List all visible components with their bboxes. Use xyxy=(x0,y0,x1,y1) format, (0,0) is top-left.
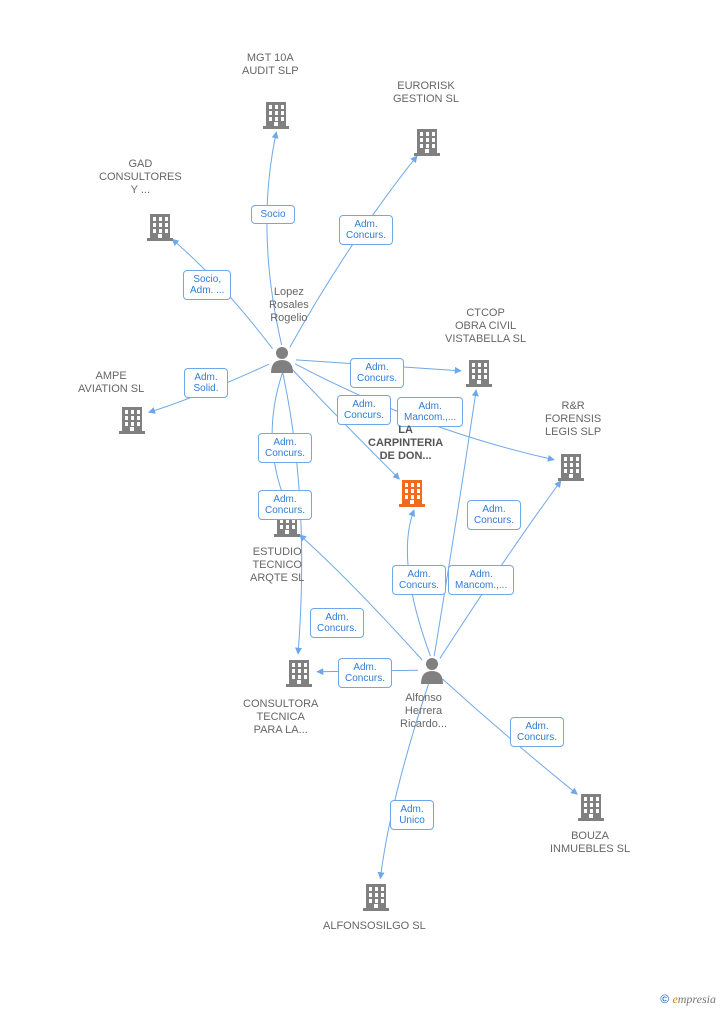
node-label: AMPE AVIATION SL xyxy=(78,370,144,396)
building-icon[interactable] xyxy=(363,884,389,911)
edge-label: Socio xyxy=(251,205,295,224)
building-icon[interactable] xyxy=(119,407,145,434)
person-icon[interactable] xyxy=(421,658,443,684)
node-label-container: ALFONSOSILGO SL xyxy=(323,920,426,933)
edge-line xyxy=(290,156,417,347)
node-label-container: CTCOP OBRA CIVIL VISTABELLA SL xyxy=(445,307,526,346)
person-icon[interactable] xyxy=(271,347,293,373)
edge-label: Adm. Concurs. xyxy=(510,717,564,747)
node-label-container: CONSULTORA TECNICA PARA LA... xyxy=(243,698,318,737)
edge-label: Adm. Concurs. xyxy=(350,358,404,388)
node-label: LA CARPINTERIA DE DON... xyxy=(368,424,443,463)
edge-label: Adm. Concurs. xyxy=(258,490,312,520)
node-label: ALFONSOSILGO SL xyxy=(323,920,426,933)
edge-line xyxy=(300,535,423,660)
edge-label: Adm. Concurs. xyxy=(392,565,446,595)
building-icon[interactable] xyxy=(147,214,173,241)
edge-label: Adm. Concurs. xyxy=(339,215,393,245)
node-label: GAD CONSULTORES Y ... xyxy=(99,158,182,197)
building-icon[interactable] xyxy=(286,660,312,687)
edge-label: Socio, Adm. ... xyxy=(183,270,231,300)
footer-branding: © empresia xyxy=(660,992,716,1007)
node-label-container: AMPE AVIATION SL xyxy=(78,370,144,396)
copyright-symbol: © xyxy=(660,992,669,1006)
node-label-container: BOUZA INMUEBLES SL xyxy=(550,830,630,856)
node-label-container: GAD CONSULTORES Y ... xyxy=(99,158,182,197)
building-icon[interactable] xyxy=(414,129,440,156)
building-icon[interactable] xyxy=(558,454,584,481)
node-label-container: MGT 10A AUDIT SLP xyxy=(242,52,299,78)
edge-label: Adm. Concurs. xyxy=(310,608,364,638)
node-label-container: ESTUDIO TECNICO ARQTE SL xyxy=(250,546,304,585)
node-label: MGT 10A AUDIT SLP xyxy=(242,52,299,78)
edge-label: Adm. Concurs. xyxy=(467,500,521,530)
edge-label: Adm. Solid. xyxy=(184,368,228,398)
edge-label: Adm. Unico xyxy=(390,800,434,830)
node-label-container: R&R FORENSIS LEGIS SLP xyxy=(545,400,601,439)
node-label: BOUZA INMUEBLES SL xyxy=(550,830,630,856)
building-icon[interactable] xyxy=(466,360,492,387)
node-label: CTCOP OBRA CIVIL VISTABELLA SL xyxy=(445,307,526,346)
node-label-container: LA CARPINTERIA DE DON... xyxy=(368,424,443,463)
node-label-container: Lopez Rosales Rogelio xyxy=(269,286,309,325)
node-label: ESTUDIO TECNICO ARQTE SL xyxy=(250,546,304,585)
node-label: R&R FORENSIS LEGIS SLP xyxy=(545,400,601,439)
building-icon[interactable] xyxy=(578,794,604,821)
building-icon[interactable] xyxy=(399,480,425,507)
node-label: EURORISK GESTION SL xyxy=(393,80,459,106)
node-label: Lopez Rosales Rogelio xyxy=(269,286,309,325)
node-label-container: Alfonso Herrera Ricardo... xyxy=(400,692,447,731)
edge-label: Adm. Concurs. xyxy=(337,395,391,425)
graph-canvas xyxy=(0,0,728,1015)
building-icon[interactable] xyxy=(263,102,289,129)
node-label: Alfonso Herrera Ricardo... xyxy=(400,692,447,731)
node-label-container: EURORISK GESTION SL xyxy=(393,80,459,106)
node-label: CONSULTORA TECNICA PARA LA... xyxy=(243,698,318,737)
edge-label: Adm. Concurs. xyxy=(258,433,312,463)
edge-label: Adm. Mancom.,... xyxy=(448,565,514,595)
brand-rest: mpresia xyxy=(678,992,716,1006)
edge-label: Adm. Concurs. xyxy=(338,658,392,688)
edge-label: Adm. Mancom.,... xyxy=(397,397,463,427)
